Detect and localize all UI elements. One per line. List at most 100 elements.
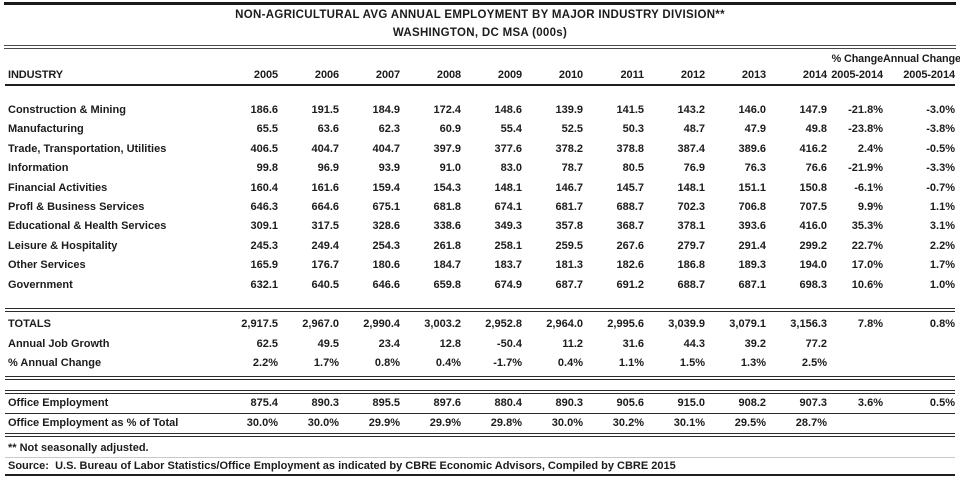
row-label: Financial Activities bbox=[8, 181, 108, 194]
source-text: Source: U.S. Bureau of Labor Statistics/… bbox=[5, 457, 955, 476]
year-value-cell: 309.1 bbox=[250, 220, 278, 233]
year-value-cell: 2,917.5 bbox=[217, 308, 278, 335]
table-row: TOTALS 2,917.5 2,967.0 2,990.4 3,003.2 2,952.… bbox=[5, 308, 955, 335]
year-value-cell: 52.5 bbox=[561, 123, 583, 136]
year-value-cell: 183.7 bbox=[494, 259, 522, 272]
year-value-cell: 49.5 bbox=[317, 337, 339, 350]
year-value-cell: 299.2 bbox=[799, 239, 827, 252]
year-value-cell: 890.3 bbox=[278, 389, 339, 414]
year-value-cell: 1.7% bbox=[278, 354, 339, 380]
totals-section: TOTALS 2,917.5 2,967.0 2,990.4 3,003.2 2,952.… bbox=[5, 308, 955, 380]
year-value-cell: 93.9 bbox=[378, 162, 400, 175]
year-value-cell: 150.8 bbox=[799, 181, 827, 194]
table-row: Annual Job Growth 62.5 49.5 23.4 12.8 -50.4 11… bbox=[5, 335, 955, 355]
year-column-header: 2008 bbox=[400, 66, 461, 86]
year-value-cell: 404.7 bbox=[372, 142, 400, 155]
year-value-cell: 357.8 bbox=[555, 220, 583, 233]
year-value-cell: -1.7% bbox=[461, 354, 522, 380]
table-header: % Change Annual Change INDUSTRY 2005 200… bbox=[5, 49, 960, 86]
year-value-cell: 249.4 bbox=[311, 239, 339, 252]
pct-change-cell: -6.1% bbox=[854, 181, 883, 194]
row-label: Other Services bbox=[8, 259, 86, 272]
annual-change-column-header: Annual Change bbox=[883, 53, 960, 65]
employment-table: % Change Annual Change INDUSTRY 2005 200… bbox=[5, 49, 960, 476]
year-value-cell: 182.6 bbox=[616, 259, 644, 272]
year-value-cell: 141.5 bbox=[616, 104, 644, 116]
year-value-cell: 279.7 bbox=[677, 239, 705, 252]
pct-change-cell: 22.7% bbox=[851, 239, 883, 252]
pct-change-cell: -21.9% bbox=[848, 162, 883, 175]
annual-change-range-header: 2005-2014 bbox=[883, 66, 955, 86]
table-row: Educational & Health Services 309.1 317.5 3… bbox=[5, 217, 955, 236]
table-row: Office Employment as % of Total 30.0% 30.0… bbox=[5, 413, 955, 437]
year-value-cell: 3,156.3 bbox=[766, 308, 827, 335]
year-value-cell: 44.3 bbox=[683, 337, 705, 350]
office-employment-section: Office Employment 875.4 890.3 895.5 897.6 880… bbox=[5, 389, 955, 437]
year-value-cell: 378.1 bbox=[677, 220, 705, 233]
year-value-cell: 0.8% bbox=[339, 354, 400, 380]
year-value-cell: 406.5 bbox=[250, 142, 278, 155]
year-value-cell: 63.6 bbox=[317, 123, 339, 136]
pct-change-cell: 17.0% bbox=[851, 259, 883, 272]
year-value-cell: 91.0 bbox=[439, 162, 461, 175]
year-value-cell: 30.2% bbox=[583, 413, 644, 437]
year-value-cell: 338.6 bbox=[433, 220, 461, 233]
year-value-cell: 890.3 bbox=[522, 389, 583, 414]
year-value-cell: 267.6 bbox=[616, 239, 644, 252]
report-title: NON-AGRICULTURAL AVG ANNUAL EMPLOYMENT B… bbox=[235, 9, 725, 21]
year-value-cell: 702.3 bbox=[677, 201, 705, 214]
year-value-cell: 0.4% bbox=[522, 354, 583, 380]
year-value-cell: 404.7 bbox=[311, 142, 339, 155]
year-value-cell: 646.6 bbox=[372, 278, 400, 291]
year-value-cell: 2,995.6 bbox=[583, 308, 644, 335]
year-value-cell: 96.9 bbox=[317, 162, 339, 175]
pct-change-cell bbox=[827, 413, 883, 437]
row-label: Educational & Health Services bbox=[8, 220, 167, 233]
year-column-header: 2007 bbox=[339, 66, 400, 86]
pct-change-cell: 3.6% bbox=[827, 389, 883, 414]
table-row: % Annual Change 2.2% 1.7% 0.8% 0.4% -1.7% 0.4%… bbox=[5, 354, 955, 380]
table-row: Manufacturing 65.5 63.6 62.3 60.9 55.4 52.5 50.… bbox=[5, 120, 955, 139]
year-value-cell: 11.2 bbox=[562, 337, 583, 350]
top-border-rule bbox=[4, 2, 956, 5]
pct-change-range-header: 2005-2014 bbox=[827, 66, 883, 86]
table-row: Financial Activities 160.4 161.6 159.4 154.3… bbox=[5, 179, 955, 198]
year-value-cell: 55.4 bbox=[500, 123, 522, 136]
year-value-cell: 0.4% bbox=[400, 354, 461, 380]
year-value-cell: 172.4 bbox=[433, 104, 461, 116]
pct-change-cell: 7.8% bbox=[827, 308, 883, 335]
row-label: Construction & Mining bbox=[8, 104, 126, 116]
pct-change-cell: 2.4% bbox=[857, 142, 883, 155]
table-row: Information 99.8 96.9 93.9 91.0 83.0 78.7 80.5 7… bbox=[5, 159, 955, 178]
year-value-cell: 664.6 bbox=[311, 201, 339, 214]
year-value-cell: 416.0 bbox=[799, 220, 827, 233]
year-value-cell: 62.3 bbox=[378, 123, 400, 136]
year-value-cell: 378.2 bbox=[555, 142, 583, 155]
year-value-cell: 659.8 bbox=[433, 278, 461, 291]
year-value-cell: 99.8 bbox=[256, 162, 278, 175]
annual-change-cell: 1.1% bbox=[929, 201, 955, 214]
year-value-cell: 12.8 bbox=[439, 337, 461, 350]
year-value-cell: 646.3 bbox=[250, 201, 278, 214]
annual-change-cell: -3.3% bbox=[926, 162, 955, 175]
year-value-cell: 145.7 bbox=[616, 181, 644, 194]
year-value-cell: 39.2 bbox=[744, 337, 766, 350]
pct-change-cell: 10.6% bbox=[851, 278, 883, 291]
year-value-cell: 3,079.1 bbox=[705, 308, 766, 335]
table-row: Leisure & Hospitality 245.3 249.4 254.3 261.… bbox=[5, 237, 955, 256]
year-value-cell: 895.5 bbox=[339, 389, 400, 414]
year-value-cell: 2.2% bbox=[217, 354, 278, 380]
annual-change-cell: 1.0% bbox=[929, 278, 955, 291]
year-value-cell: 28.7% bbox=[766, 413, 827, 437]
year-value-cell: 2,967.0 bbox=[278, 308, 339, 335]
year-value-cell: 76.3 bbox=[744, 162, 766, 175]
year-value-cell: 151.1 bbox=[738, 181, 766, 194]
year-value-cell: 258.1 bbox=[494, 239, 522, 252]
annual-change-cell: -0.7% bbox=[926, 181, 955, 194]
pct-change-cell: 35.3% bbox=[851, 220, 883, 233]
year-value-cell: 186.8 bbox=[677, 259, 705, 272]
year-value-cell: 3,039.9 bbox=[644, 308, 705, 335]
year-value-cell: 176.7 bbox=[311, 259, 339, 272]
annual-change-cell: 3.1% bbox=[929, 220, 955, 233]
header-divider-rule bbox=[4, 45, 956, 49]
